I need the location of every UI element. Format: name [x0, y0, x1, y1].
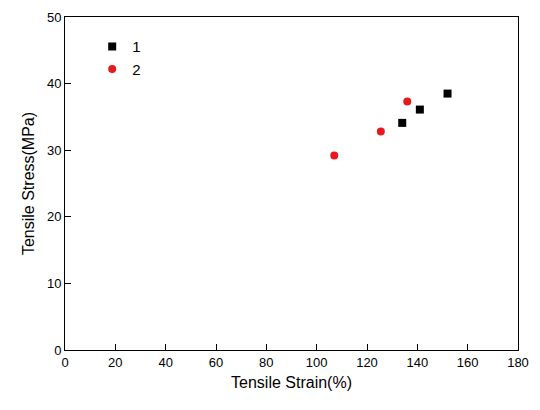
svg-text:40: 40 [47, 76, 61, 91]
svg-text:1: 1 [132, 38, 140, 55]
svg-text:10: 10 [47, 276, 61, 291]
svg-text:60: 60 [209, 355, 223, 370]
svg-text:80: 80 [259, 355, 273, 370]
svg-text:0: 0 [54, 343, 61, 358]
svg-text:0: 0 [61, 355, 68, 370]
svg-text:160: 160 [457, 355, 479, 370]
svg-text:20: 20 [47, 209, 61, 224]
svg-text:30: 30 [47, 143, 61, 158]
svg-text:100: 100 [306, 355, 328, 370]
svg-text:50: 50 [47, 10, 61, 25]
svg-text:140: 140 [406, 355, 428, 370]
svg-text:2: 2 [132, 61, 140, 78]
svg-text:40: 40 [158, 355, 172, 370]
svg-text:Tensile Strain(%): Tensile Strain(%) [231, 374, 352, 391]
svg-text:Tensile Stress(MPa): Tensile Stress(MPa) [20, 112, 37, 255]
svg-text:120: 120 [356, 355, 378, 370]
svg-text:20: 20 [108, 355, 122, 370]
svg-text:180: 180 [507, 355, 529, 370]
